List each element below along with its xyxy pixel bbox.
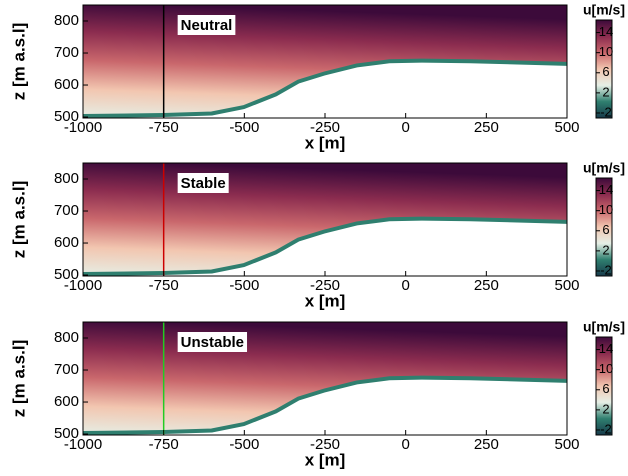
y-tick-label: 500 [54, 108, 79, 125]
colorbar-tick-label: 14 [599, 341, 613, 356]
x-tick-label: -250 [310, 436, 340, 453]
colorbar-tick-label: 2 [602, 84, 609, 99]
y-tick-label: 600 [54, 234, 79, 251]
y-tick-label: 800 [54, 170, 79, 187]
colorbar-tick-label: 2 [602, 242, 609, 257]
x-axis-label: x [m] [305, 133, 346, 152]
colorbar-tick-label: 6 [602, 64, 609, 79]
terrain [83, 220, 567, 276]
y-axis-label: z [m a.s.l] [9, 340, 28, 417]
x-tick-label: 500 [554, 436, 579, 453]
y-tick-label: 700 [54, 44, 79, 61]
colorbar-tick-label: -2 [600, 104, 612, 119]
y-tick-label: 800 [54, 329, 79, 346]
annotation-box [177, 15, 236, 35]
y-tick-label: 600 [54, 393, 79, 410]
colorbar-tick-label: -2 [600, 421, 612, 436]
y-tick-label: 600 [54, 76, 79, 93]
y-tick-label: 500 [54, 425, 79, 442]
colorbar-tick-label: 2 [602, 401, 609, 416]
colorbar-tick-label: 14 [599, 24, 613, 39]
colorbar-label: u[m/s] [583, 160, 625, 176]
plot-area [83, 163, 567, 276]
terrain [83, 62, 567, 118]
x-tick-label: 0 [401, 277, 409, 294]
x-tick-label: -500 [229, 277, 259, 294]
colorbar [595, 19, 613, 119]
y-tick-label: 500 [54, 266, 79, 283]
plot-area [83, 5, 567, 118]
x-tick-label: -1000 [64, 277, 102, 294]
x-tick-label: -750 [149, 436, 179, 453]
x-tick-label: 0 [401, 436, 409, 453]
x-axis-label: x [m] [305, 291, 346, 310]
x-tick-label: 0 [401, 119, 409, 136]
colorbar-tick-label: 10 [599, 202, 613, 217]
y-axis-label: z [m a.s.l] [9, 23, 28, 100]
colorbar-label: u[m/s] [583, 2, 625, 18]
colorbar-tick-label: 10 [599, 361, 613, 376]
annotation: Neutral [181, 17, 233, 34]
x-tick-label: -250 [310, 119, 340, 136]
plot-area [83, 322, 567, 435]
x-tick-label: -750 [149, 119, 179, 136]
x-tick-label: 250 [474, 277, 499, 294]
x-tick-label: 500 [554, 119, 579, 136]
x-tick-label: -1000 [64, 119, 102, 136]
y-axis-label: z [m a.s.l] [9, 181, 28, 258]
colorbar [595, 177, 613, 277]
colorbar-tick-label: 10 [599, 44, 613, 59]
annotation-box [177, 332, 248, 352]
x-tick-label: -750 [149, 277, 179, 294]
colorbar [595, 336, 613, 436]
annotation: Stable [181, 175, 226, 192]
annotation: Unstable [181, 334, 244, 351]
colorbar-tick-label: 6 [602, 222, 609, 237]
colorbar-tick-label: 6 [602, 381, 609, 396]
annotation-box [177, 173, 229, 193]
x-tick-label: 250 [474, 436, 499, 453]
y-tick-label: 800 [54, 12, 79, 29]
y-tick-label: 700 [54, 361, 79, 378]
x-tick-label: -500 [229, 436, 259, 453]
y-tick-label: 700 [54, 202, 79, 219]
colorbar-tick-label: 14 [599, 182, 613, 197]
x-tick-label: -1000 [64, 436, 102, 453]
x-tick-label: 500 [554, 277, 579, 294]
terrain [83, 379, 567, 435]
x-tick-label: -250 [310, 277, 340, 294]
colorbar-tick-label: -2 [600, 262, 612, 277]
x-tick-label: -500 [229, 119, 259, 136]
x-axis-label: x [m] [305, 450, 346, 469]
x-tick-label: 250 [474, 119, 499, 136]
colorbar-label: u[m/s] [583, 319, 625, 335]
